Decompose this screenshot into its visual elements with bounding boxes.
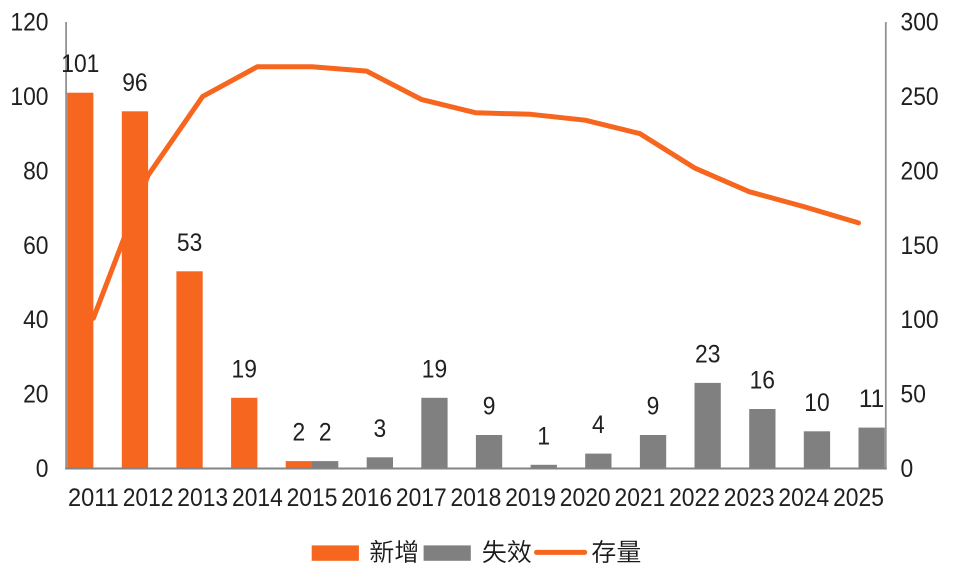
- svg-text:80: 80: [23, 157, 48, 185]
- svg-text:250: 250: [901, 83, 939, 111]
- svg-text:2023: 2023: [724, 484, 775, 512]
- svg-text:2021: 2021: [615, 484, 666, 512]
- svg-text:2017: 2017: [396, 484, 447, 512]
- svg-text:2014: 2014: [232, 484, 283, 512]
- svg-text:3: 3: [373, 415, 386, 443]
- svg-text:0: 0: [36, 455, 49, 483]
- svg-text:19: 19: [232, 355, 257, 383]
- svg-text:20: 20: [23, 381, 48, 409]
- svg-text:0: 0: [901, 455, 914, 483]
- svg-text:200: 200: [901, 157, 939, 185]
- svg-text:9: 9: [647, 393, 660, 421]
- svg-text:4: 4: [592, 411, 605, 439]
- svg-text:2012: 2012: [123, 484, 174, 512]
- svg-text:100: 100: [901, 306, 939, 334]
- svg-text:2011: 2011: [68, 484, 119, 512]
- svg-text:2016: 2016: [341, 484, 392, 512]
- svg-text:2019: 2019: [505, 484, 556, 512]
- svg-text:300: 300: [901, 9, 939, 37]
- svg-text:2020: 2020: [560, 484, 611, 512]
- svg-text:2025: 2025: [833, 484, 884, 512]
- svg-text:2013: 2013: [177, 484, 228, 512]
- svg-text:150: 150: [901, 232, 939, 260]
- svg-text:1: 1: [537, 422, 550, 450]
- svg-text:101: 101: [61, 50, 99, 78]
- svg-text:2015: 2015: [287, 484, 338, 512]
- svg-text:9: 9: [483, 393, 496, 421]
- svg-text:10: 10: [804, 389, 829, 417]
- svg-text:60: 60: [23, 232, 48, 260]
- svg-text:2: 2: [293, 419, 306, 447]
- svg-text:2024: 2024: [778, 484, 829, 512]
- svg-text:19: 19: [422, 355, 447, 383]
- svg-text:16: 16: [750, 367, 775, 395]
- svg-text:2: 2: [319, 419, 332, 447]
- svg-text:100: 100: [10, 83, 48, 111]
- svg-text:23: 23: [695, 340, 720, 368]
- svg-text:96: 96: [122, 69, 147, 97]
- svg-text:120: 120: [10, 9, 48, 37]
- svg-text:2018: 2018: [451, 484, 502, 512]
- svg-text:11: 11: [859, 385, 884, 413]
- svg-text:50: 50: [901, 381, 926, 409]
- svg-text:40: 40: [23, 306, 48, 334]
- svg-text:2022: 2022: [669, 484, 720, 512]
- svg-text:53: 53: [177, 229, 202, 257]
